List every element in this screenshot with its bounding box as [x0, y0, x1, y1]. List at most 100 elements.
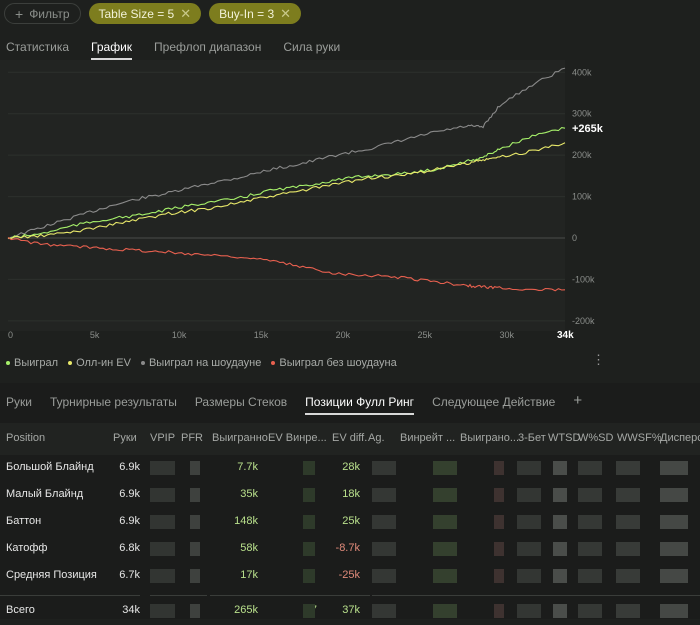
legend-label: Выиграл	[14, 357, 59, 369]
tab-preflop-range[interactable]: Префлоп диапазон	[154, 40, 262, 54]
legend-item-non-showdown[interactable]: Выиграл без шоудауна	[271, 357, 397, 369]
column-header[interactable]: Руки	[113, 432, 137, 444]
y-tick-label: 400k	[572, 67, 592, 77]
blurred-cell	[517, 488, 541, 502]
close-icon[interactable]: ✕	[180, 5, 192, 21]
column-header[interactable]: Ag.	[368, 432, 385, 444]
cell-pos: Средняя Позиция	[6, 569, 97, 581]
series-line	[7, 67, 566, 240]
add-tab-button[interactable]: +	[573, 392, 583, 409]
legend-item-won[interactable]: Выиграл	[6, 357, 58, 369]
legend-item-allin-ev[interactable]: Олл-ин EV	[68, 357, 131, 369]
legend-item-showdown[interactable]: Выиграл на шоудауне	[140, 357, 261, 369]
column-header[interactable]: WTSD	[548, 432, 581, 444]
column-header[interactable]: EV diff.	[332, 432, 368, 444]
column-header[interactable]: W%SD	[578, 432, 614, 444]
blurred-cell	[372, 461, 396, 475]
blurred-cell	[553, 461, 567, 475]
cell-evdiff: 28k	[342, 461, 360, 473]
tab-tournament-results[interactable]: Турнирные результаты	[49, 395, 177, 409]
cell-pos: Всего	[6, 604, 35, 616]
blurred-cell	[190, 604, 200, 618]
column-header[interactable]: EV Винре...	[268, 432, 327, 444]
blurred-cell	[553, 488, 567, 502]
x-max-label: 34k	[557, 330, 574, 341]
blurred-cell	[433, 488, 457, 502]
column-header[interactable]: Дисперс	[660, 432, 700, 444]
cell-won: 265k	[234, 604, 258, 616]
blurred-cell	[303, 604, 315, 618]
blurred-cell	[578, 515, 602, 529]
cell-won: 7.7k	[237, 461, 258, 473]
add-filter-label: Фильтр	[29, 6, 70, 21]
blurred-cell	[553, 569, 567, 583]
blurred-cell	[494, 569, 504, 583]
cell-evdiff: 25k	[342, 515, 360, 527]
top-tabs: Статистика График Префлоп диапазон Сила …	[6, 40, 340, 60]
column-header[interactable]: Выигранно	[212, 432, 268, 444]
blurred-cell	[660, 515, 688, 529]
cell-evdiff: -25k	[338, 569, 360, 581]
column-header[interactable]: VPIP	[150, 432, 176, 444]
blurred-cell	[553, 515, 567, 529]
blurred-cell	[433, 604, 457, 618]
plus-icon: +	[15, 5, 24, 22]
column-header[interactable]: Выиграно...	[460, 432, 519, 444]
cell-won: 148k	[234, 515, 258, 527]
x-tick-label: 30k	[499, 330, 514, 340]
table-row[interactable]: Баттон 6.9k 148k 25k	[0, 509, 700, 536]
x-tick-label: 5k	[90, 330, 100, 340]
report-tabs: Руки Турнирные результаты Размеры Стеков…	[6, 392, 583, 415]
stats-panel: Руки Турнирные результаты Размеры Стеков…	[0, 383, 700, 619]
table-row[interactable]: Малый Блайнд 6.9k 35k 18k	[0, 482, 700, 509]
cell-won: 17k	[240, 569, 258, 581]
table-row[interactable]: Средняя Позиция 6.7k 17k -25k	[0, 563, 700, 590]
tab-hand-strength[interactable]: Сила руки	[283, 40, 341, 54]
tab-stack-sizes[interactable]: Размеры Стеков	[194, 395, 288, 409]
cell-hands: 34k	[122, 604, 140, 616]
tab-next-action[interactable]: Следующее Действие	[432, 395, 556, 409]
divider	[210, 595, 370, 596]
column-header[interactable]: 3-Бет	[518, 432, 546, 444]
column-header[interactable]: Винрейт ...	[400, 432, 456, 444]
tab-hands[interactable]: Руки	[6, 395, 32, 409]
blurred-cell	[433, 461, 457, 475]
column-header[interactable]: Position	[6, 432, 46, 444]
blurred-cell	[660, 461, 688, 475]
tab-graph[interactable]: График	[91, 40, 133, 60]
table-row[interactable]: Всего34k265k1737k	[0, 598, 700, 625]
blurred-cell	[578, 569, 602, 583]
filter-chip-buy-in[interactable]: Buy-In = 3 ✕	[209, 3, 302, 24]
column-header[interactable]: WWSF%	[617, 432, 662, 444]
blurred-cell	[190, 515, 200, 529]
more-options-icon[interactable]: ⋮	[592, 352, 605, 367]
blurred-cell	[372, 515, 396, 529]
close-icon[interactable]: ✕	[280, 5, 292, 21]
series-line	[7, 142, 566, 240]
blurred-cell	[578, 488, 602, 502]
blurred-cell	[372, 604, 396, 618]
add-filter-button[interactable]: + Фильтр	[4, 3, 81, 24]
blurred-cell	[494, 488, 504, 502]
table-row[interactable]: Катофф 6.8k 58k -8.7k	[0, 536, 700, 563]
blurred-cell	[578, 461, 602, 475]
column-header[interactable]: PFR	[181, 432, 203, 444]
cell-hands: 6.9k	[119, 488, 140, 500]
cell-evdiff: -8.7k	[335, 542, 360, 554]
blurred-cell	[660, 542, 688, 556]
series-line	[7, 127, 566, 239]
blurred-cell	[494, 515, 504, 529]
blurred-cell	[553, 604, 567, 618]
tab-statistics[interactable]: Статистика	[6, 40, 70, 54]
cell-hands: 6.7k	[119, 569, 140, 581]
y-tick-label: -200k	[572, 316, 595, 326]
cell-hands: 6.9k	[119, 461, 140, 473]
tab-full-ring-positions[interactable]: Позиции Фулл Ринг	[305, 395, 415, 415]
divider	[372, 595, 700, 596]
chip-label: Buy-In = 3	[219, 6, 275, 21]
blurred-cell	[517, 569, 541, 583]
cell-evdiff: 37k	[342, 604, 360, 616]
blurred-cell	[660, 569, 688, 583]
filter-chip-table-size[interactable]: Table Size = 5 ✕	[88, 3, 202, 24]
table-row[interactable]: Большой Блайнд 6.9k 7.7k 28k	[0, 455, 700, 482]
